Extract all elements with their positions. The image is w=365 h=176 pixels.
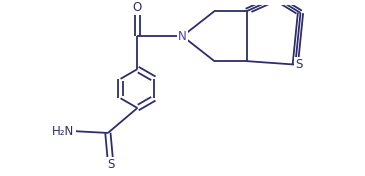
Text: S: S	[107, 158, 114, 171]
Text: S: S	[295, 58, 303, 71]
Text: O: O	[133, 1, 142, 14]
Text: N: N	[178, 30, 187, 43]
Text: H₂N: H₂N	[52, 125, 74, 138]
